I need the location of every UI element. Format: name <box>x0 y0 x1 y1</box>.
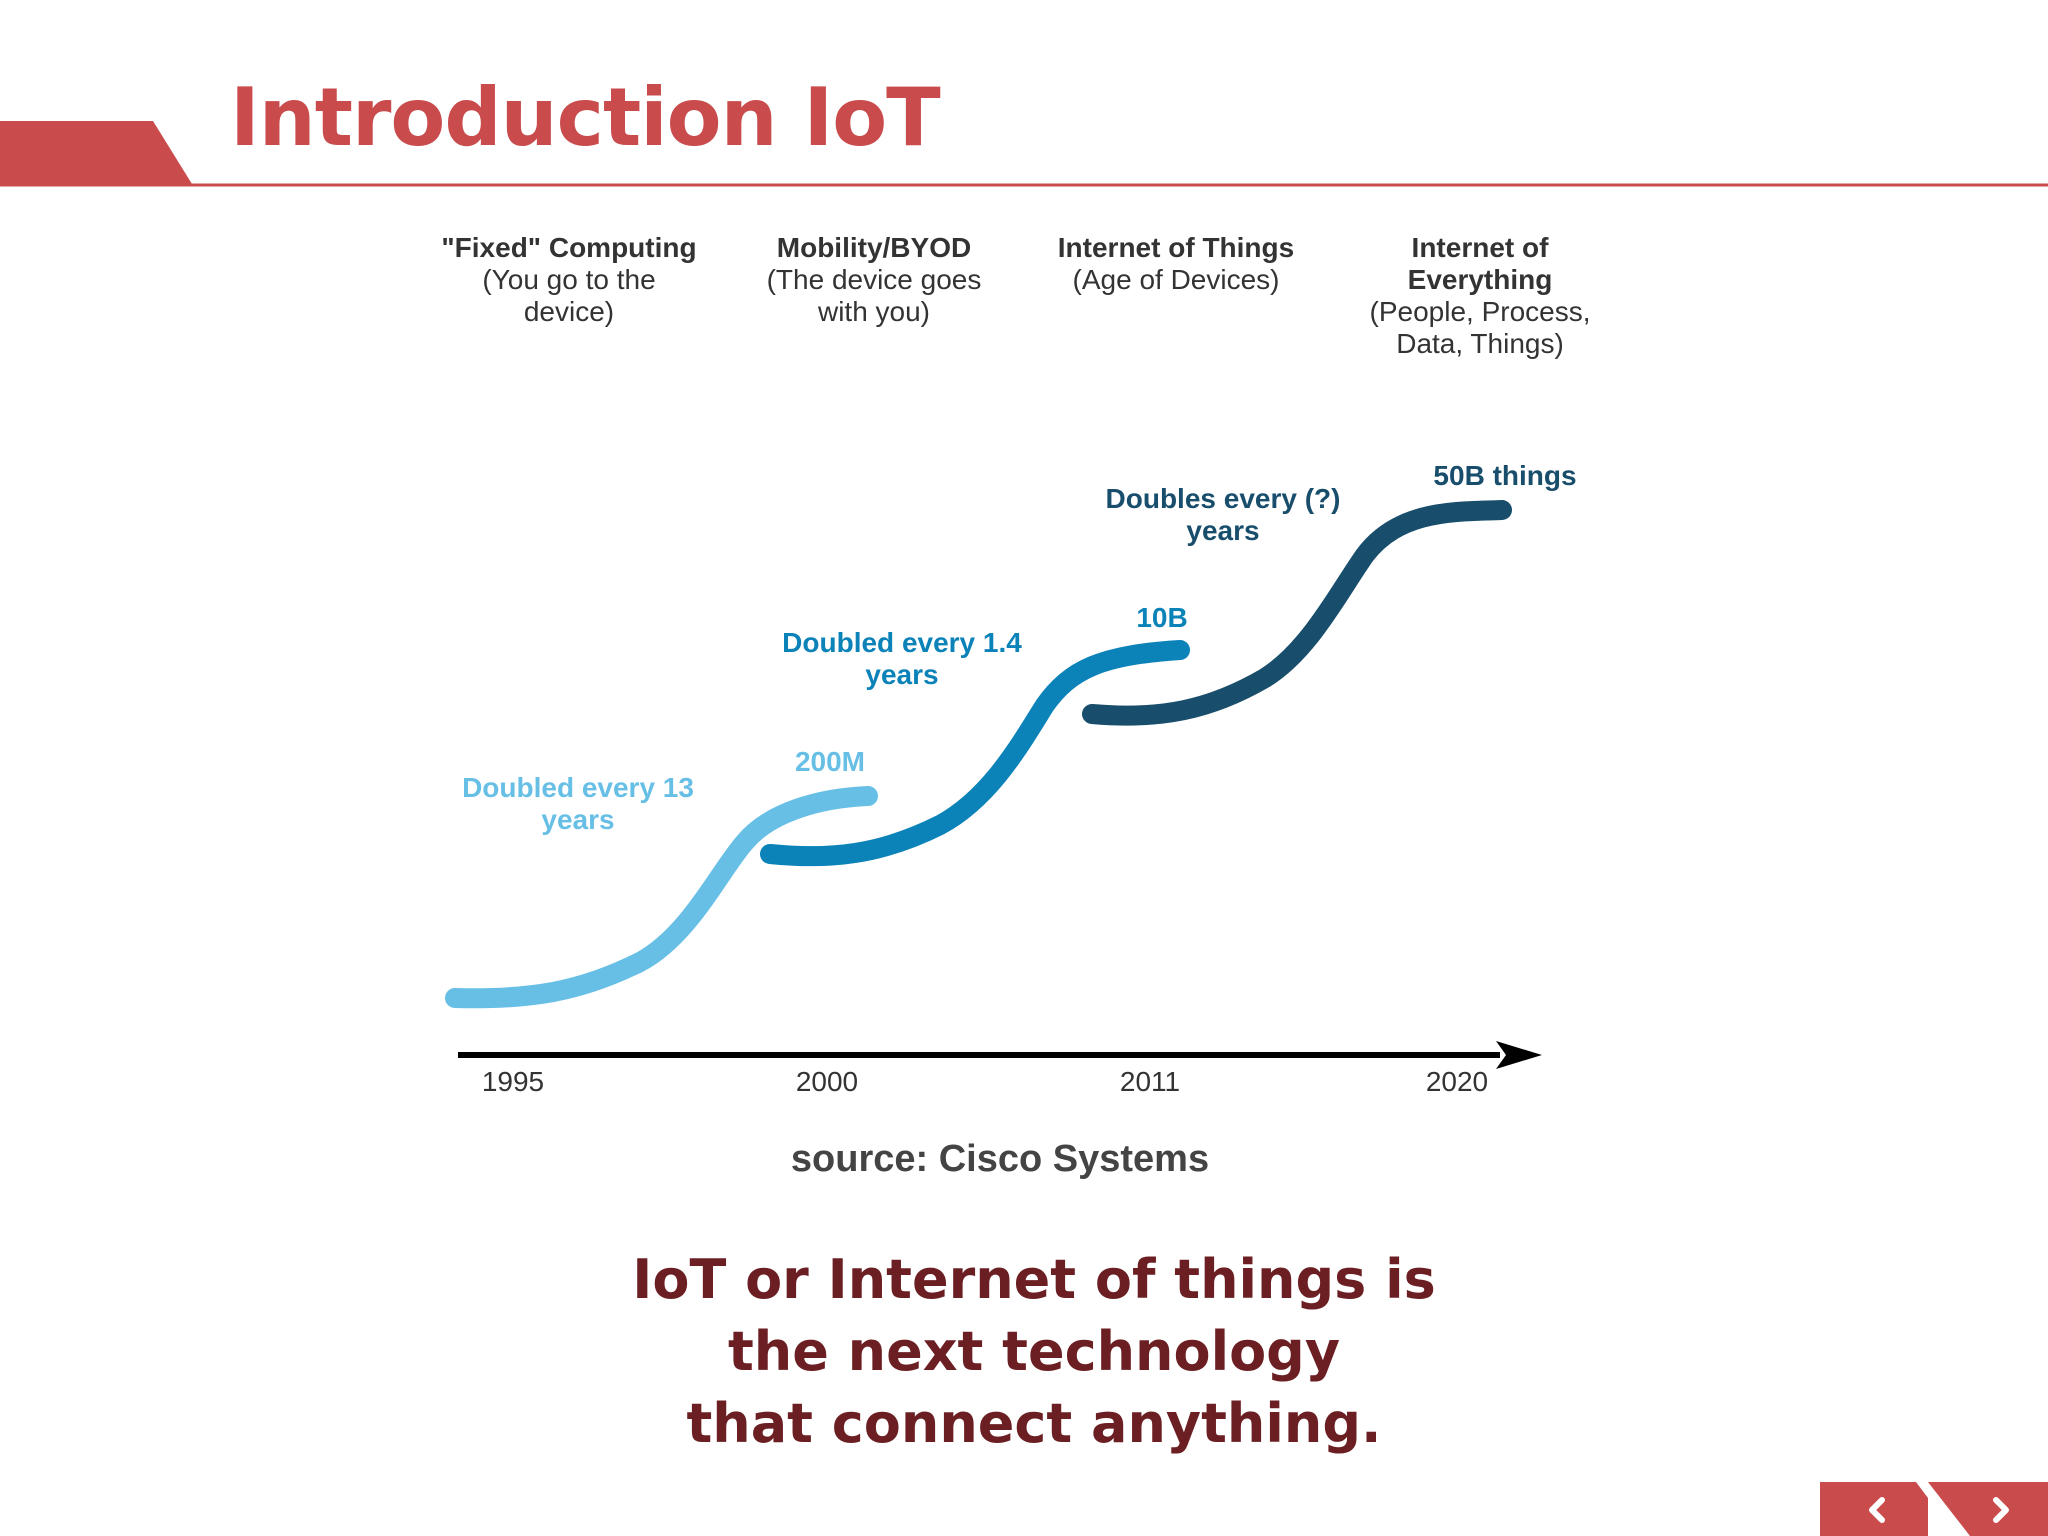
curve-label-line: years <box>1186 515 1260 546</box>
era-desc-line: (You go to the <box>482 264 656 295</box>
era-desc-line: (Age of Devices) <box>1072 264 1280 295</box>
era-internet-of-everything: Internet of Everything (People, Process,… <box>1320 232 1640 360</box>
prev-slide-button[interactable] <box>1820 1482 1928 1536</box>
era-desc-line: Data, Things) <box>1396 328 1564 359</box>
iot-statement: IoT or Internet of things is the next te… <box>534 1244 1534 1460</box>
chevron-right-icon <box>1928 1482 2048 1536</box>
era-title-line: Everything <box>1407 264 1553 295</box>
year-label-1995: 1995 <box>481 1066 545 1097</box>
statement-line: the next technology <box>727 1320 1341 1383</box>
chevron-left-icon <box>1820 1482 1928 1536</box>
growth-curve-iot <box>1082 500 1512 726</box>
curve-label-mobility: Doubled every 1.4 years <box>762 627 1042 691</box>
curve-label-line: Doubles every (?) <box>1105 483 1341 514</box>
growth-curve-mobility <box>760 640 1190 867</box>
growth-curve-fixed <box>445 786 878 1009</box>
source-caption: source: Cisco Systems <box>790 1138 1210 1180</box>
header-decoration <box>0 121 2048 187</box>
timeline-arrowhead <box>1496 1041 1542 1069</box>
slide-title: Introduction IoT <box>230 71 941 164</box>
era-desc-line: device) <box>523 296 615 327</box>
era-title-line: Internet of <box>1411 232 1549 263</box>
statement-line: that connect anything. <box>686 1392 1382 1455</box>
year-label-2020: 2020 <box>1425 1066 1489 1097</box>
era-desc-line: (People, Process, <box>1369 296 1591 327</box>
header-accent-tab <box>0 121 192 184</box>
era-title: Internet of Things <box>1057 232 1295 263</box>
curve-label-iot: Doubles every (?) years <box>1083 483 1363 547</box>
era-mobility-byod: Mobility/BYOD (The device goes with you) <box>714 232 1034 328</box>
era-fixed-computing: "Fixed" Computing (You go to the device) <box>409 232 729 328</box>
curve-label-line: years <box>865 659 939 690</box>
year-label-2000: 2000 <box>795 1066 859 1097</box>
curve-end-value-iot: 50B things <box>1433 460 1577 491</box>
curve-label-line: Doubled every 13 <box>462 772 694 803</box>
next-slide-button[interactable] <box>1928 1482 2048 1536</box>
curve-label-line: Doubled every 1.4 <box>782 627 1022 658</box>
era-desc-line: (The device goes <box>766 264 982 295</box>
era-title: "Fixed" Computing <box>441 232 697 263</box>
curve-label-line: years <box>541 804 615 835</box>
growth-diagram <box>445 500 1542 1069</box>
curve-end-value-mobility: 10B <box>1136 602 1188 633</box>
era-internet-of-things: Internet of Things (Age of Devices) <box>1016 232 1336 296</box>
year-label-2011: 2011 <box>1119 1066 1181 1097</box>
statement-line: IoT or Internet of things is <box>632 1248 1436 1311</box>
curve-label-fixed: Doubled every 13 years <box>438 772 718 836</box>
era-title: Mobility/BYOD <box>776 232 972 263</box>
curve-end-value-fixed: 200M <box>794 746 866 777</box>
era-desc-line: with you) <box>817 296 931 327</box>
